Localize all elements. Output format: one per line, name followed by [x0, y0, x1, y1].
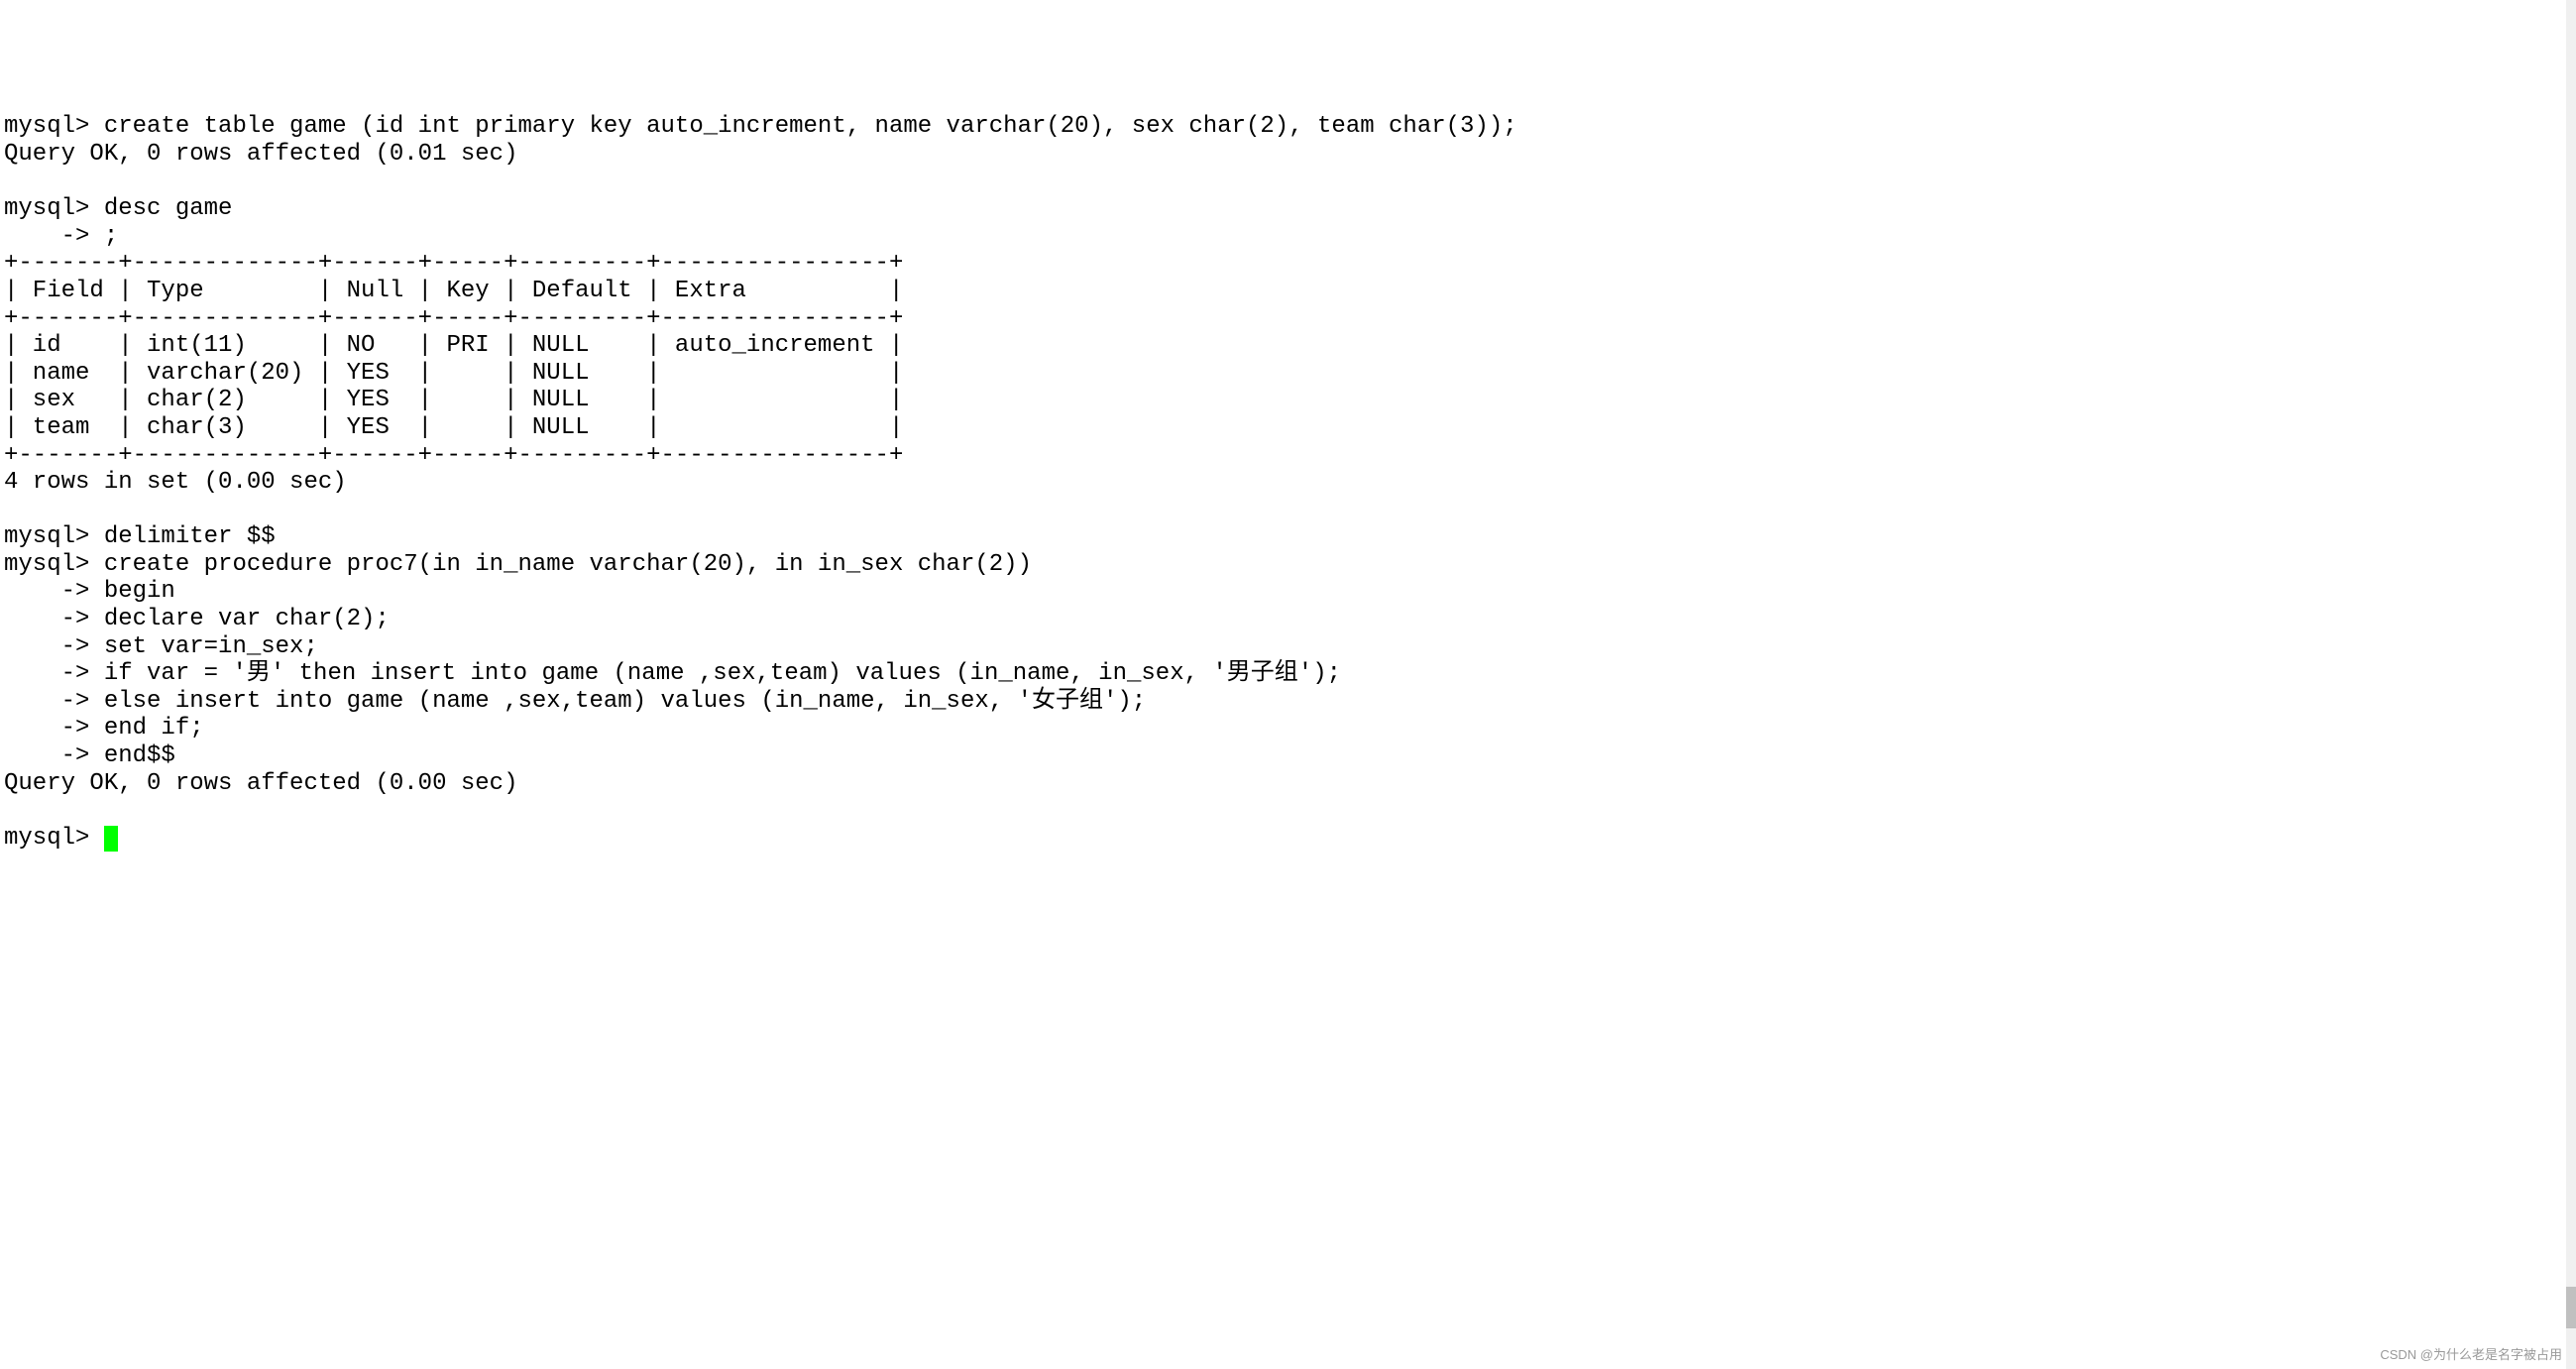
line-query-ok-2: Query OK, 0 rows affected (0.00 sec): [4, 770, 517, 797]
watermark-text: CSDN @为什么老是名字被占用: [2380, 1348, 2562, 1363]
table-border-mid: +-------+-------------+------+-----+----…: [4, 305, 903, 332]
table-border-bottom: +-------+-------------+------+-----+----…: [4, 442, 903, 469]
line-desc-game: mysql> desc game: [4, 195, 232, 222]
table-row-sex: | sex | char(2) | YES | | NULL | |: [4, 387, 903, 413]
table-border-top: +-------+-------------+------+-----+----…: [4, 250, 903, 277]
line-else: -> else insert into game (name ,sex,team…: [4, 688, 1146, 715]
line-cont-semicolon: -> ;: [4, 223, 118, 250]
line-create-table: mysql> create table game (id int primary…: [4, 113, 1517, 140]
line-rows-in-set: 4 rows in set (0.00 sec): [4, 469, 347, 496]
terminal-output[interactable]: mysql> create table game (id int primary…: [4, 113, 2572, 852]
line-set-var: -> set var=in_sex;: [4, 633, 318, 660]
table-row-name: | name | varchar(20) | YES | | NULL | |: [4, 360, 903, 387]
line-end-proc: -> end$$: [4, 742, 175, 769]
line-create-procedure: mysql> create procedure proc7(in in_name…: [4, 551, 1032, 578]
table-row-team: | team | char(3) | YES | | NULL | |: [4, 414, 903, 441]
scrollbar-thumb[interactable]: [2566, 1287, 2576, 1327]
line-declare: -> declare var char(2);: [4, 606, 390, 632]
line-delimiter: mysql> delimiter $$: [4, 523, 276, 550]
line-if-then: -> if var = '男' then insert into game (n…: [4, 660, 1341, 687]
terminal-cursor[interactable]: [104, 826, 118, 852]
vertical-scrollbar[interactable]: [2566, 0, 2576, 1369]
line-prompt-current: mysql>: [4, 825, 104, 852]
table-row-id: | id | int(11) | NO | PRI | NULL | auto_…: [4, 332, 903, 359]
line-end-if: -> end if;: [4, 715, 204, 742]
line-query-ok-1: Query OK, 0 rows affected (0.01 sec): [4, 141, 517, 168]
line-begin: -> begin: [4, 578, 175, 605]
table-header-row: | Field | Type | Null | Key | Default | …: [4, 278, 903, 304]
